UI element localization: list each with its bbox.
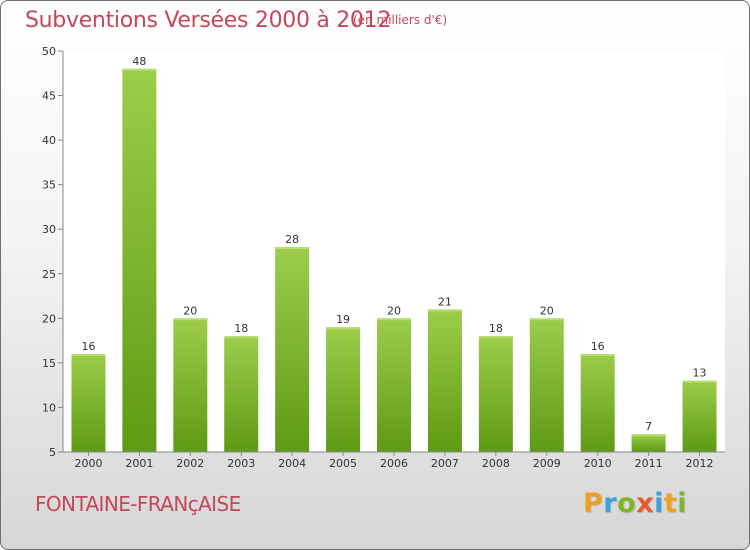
bar bbox=[122, 68, 157, 453]
bar-value-label: 7 bbox=[645, 420, 652, 433]
bar-value-label: 20 bbox=[183, 304, 197, 317]
bar-group: 13 bbox=[682, 367, 717, 452]
logo-letter: P bbox=[583, 488, 604, 519]
bar-group: 16 bbox=[71, 340, 106, 452]
x-tick-label: 2006 bbox=[380, 457, 408, 470]
bar-value-label: 19 bbox=[336, 313, 350, 326]
x-tick-label: 2005 bbox=[329, 457, 357, 470]
bar-highlight bbox=[224, 336, 259, 339]
bar-value-label: 21 bbox=[438, 295, 452, 308]
bar-value-label: 18 bbox=[489, 322, 503, 335]
bar-value-label: 16 bbox=[81, 340, 95, 353]
bar-highlight bbox=[580, 353, 615, 356]
y-tick-label: 5 bbox=[49, 446, 56, 459]
x-tick-label: 2010 bbox=[584, 457, 612, 470]
y-tick-label: 40 bbox=[42, 134, 56, 147]
bar-highlight bbox=[631, 434, 666, 437]
chart-title: Subventions Versées 2000 à 2012 bbox=[25, 8, 392, 33]
bar-group: 20 bbox=[529, 304, 564, 452]
bar bbox=[580, 353, 615, 452]
x-tick-label: 2007 bbox=[431, 457, 459, 470]
bar-group: 20 bbox=[377, 304, 411, 452]
bar-highlight bbox=[682, 380, 717, 383]
y-tick-label: 30 bbox=[42, 223, 56, 236]
y-tick-label: 20 bbox=[42, 312, 56, 325]
logo-letter: r bbox=[603, 488, 618, 519]
bar-highlight bbox=[326, 327, 361, 330]
logo-letter: o bbox=[617, 488, 637, 519]
x-tick-label: 2002 bbox=[176, 457, 204, 470]
bar-highlight bbox=[478, 336, 513, 339]
bar-value-label: 48 bbox=[132, 55, 146, 68]
logo-letter: i bbox=[654, 488, 664, 519]
bar-group: 18 bbox=[478, 322, 513, 452]
y-tick-label: 35 bbox=[42, 179, 56, 192]
bar-highlight bbox=[71, 353, 106, 356]
bar bbox=[173, 318, 208, 452]
bar bbox=[224, 336, 259, 452]
logo-letter: x bbox=[636, 488, 655, 519]
bar bbox=[427, 309, 462, 452]
bar-highlight bbox=[427, 309, 462, 312]
bar-highlight bbox=[529, 318, 564, 321]
bar-value-label: 13 bbox=[693, 367, 707, 380]
bar-value-label: 20 bbox=[540, 304, 554, 317]
logo-letter: t bbox=[663, 488, 678, 519]
y-tick-label: 10 bbox=[42, 401, 56, 414]
proxiti-logo: Proxiti bbox=[583, 488, 687, 519]
bar-group: 21 bbox=[427, 295, 462, 452]
y-tick-label: 45 bbox=[42, 90, 56, 103]
chart-subtitle: (en milliers d'€) bbox=[353, 13, 448, 27]
bar-value-label: 20 bbox=[387, 304, 401, 317]
x-tick-label: 2001 bbox=[125, 457, 153, 470]
x-tick-label: 2000 bbox=[74, 457, 102, 470]
bar-value-label: 28 bbox=[285, 233, 299, 246]
bar-group: 48 bbox=[122, 55, 157, 453]
bar bbox=[377, 318, 411, 452]
bar-group: 18 bbox=[224, 322, 259, 452]
bar-group: 20 bbox=[173, 304, 208, 452]
bar bbox=[682, 380, 717, 452]
bar bbox=[631, 434, 666, 452]
bar-group: 28 bbox=[275, 233, 310, 452]
y-tick-label: 50 bbox=[42, 45, 56, 58]
y-tick-label: 25 bbox=[42, 268, 56, 281]
logo-letter: i bbox=[677, 488, 688, 519]
bar-highlight bbox=[173, 318, 208, 321]
bar bbox=[275, 247, 310, 452]
y-tick-label: 15 bbox=[42, 357, 56, 370]
bar-value-label: 18 bbox=[234, 322, 248, 335]
bar-group: 7 bbox=[631, 420, 666, 452]
x-tick-label: 2012 bbox=[686, 457, 714, 470]
bar-value-label: 16 bbox=[591, 340, 605, 353]
commune-name: FONTAINE-FRANçAISE bbox=[35, 492, 241, 516]
x-tick-label: 2004 bbox=[278, 457, 306, 470]
x-tick-label: 2003 bbox=[227, 457, 255, 470]
bar-highlight bbox=[377, 318, 411, 321]
bar bbox=[71, 353, 106, 452]
x-tick-label: 2011 bbox=[635, 457, 663, 470]
bar bbox=[326, 327, 361, 452]
bar bbox=[478, 336, 513, 452]
bar-highlight bbox=[122, 68, 157, 71]
bar-highlight bbox=[275, 247, 310, 250]
bar-group: 16 bbox=[580, 340, 615, 452]
x-tick-label: 2008 bbox=[482, 457, 510, 470]
bar bbox=[529, 318, 564, 452]
x-tick-label: 2009 bbox=[533, 457, 561, 470]
bar-group: 19 bbox=[326, 313, 361, 452]
